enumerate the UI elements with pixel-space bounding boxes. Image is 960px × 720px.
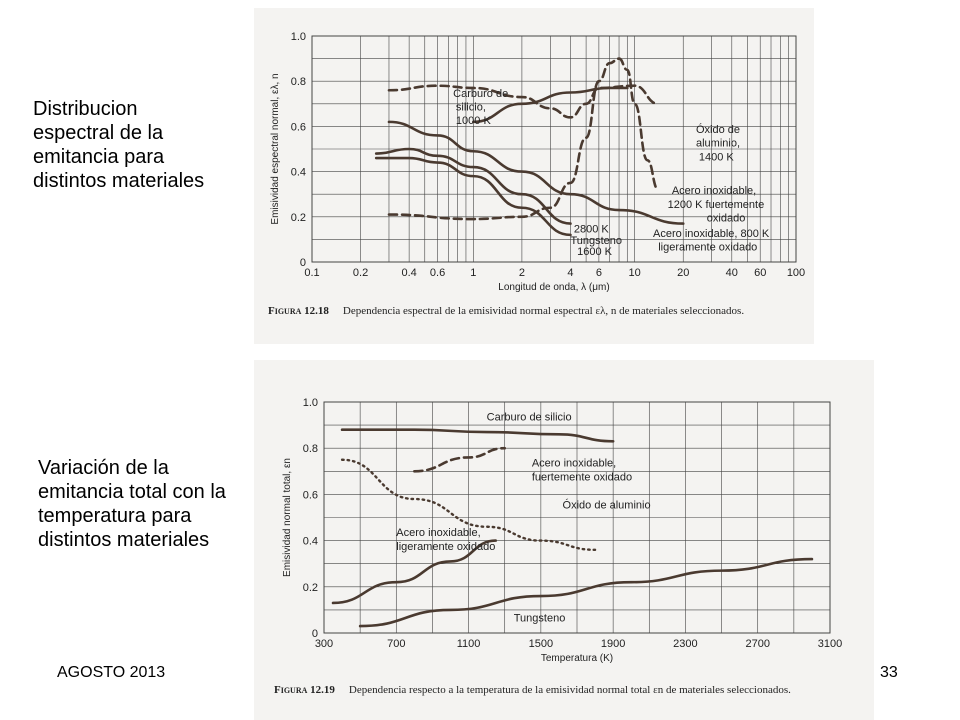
y-tick-label: 0.4 [291, 167, 306, 179]
footer-date: AGOSTO 2013 [57, 664, 166, 681]
series-annotation: Acero inoxidable, [396, 527, 480, 539]
y-tick-label: 0.6 [303, 489, 318, 501]
series-line-1-2 [340, 458, 597, 552]
figure-scan-spectral [254, 8, 814, 344]
x-tick-label: 2700 [745, 638, 769, 650]
x-tick-label: 1 [470, 267, 476, 279]
x-tick-label: 40 [726, 267, 738, 279]
x-tick-label: 4 [567, 267, 573, 279]
series-annotation: Tungsteno [514, 612, 566, 624]
series-annotation: fuertemente oxidado [532, 472, 632, 484]
series-annotation: Tungsteno [570, 235, 622, 247]
series-annotation: aluminio, [696, 138, 740, 150]
x-tick-label: 0.1 [304, 267, 319, 279]
y-axis-label: Emisividad espectral normal, ελ, n [270, 73, 281, 224]
y-tick-label: 0.2 [303, 582, 318, 594]
figure-label: Figura 12.18 [268, 305, 329, 317]
series-annotation: 1200 K fuertemente [668, 199, 765, 211]
y-tick-label: 0 [312, 628, 318, 640]
y-tick-label: 0.4 [303, 536, 318, 548]
series-line-0-2 [387, 57, 660, 221]
figure-text: Dependencia espectral de la emisividad n… [342, 305, 745, 317]
x-tick-label: 20 [677, 267, 689, 279]
y-tick-label: 0.8 [303, 443, 318, 455]
chart-total-emissivity: 300 700 1100 1500 1900 2300 2700 3100 0 0.2 0.4 0.6… [282, 397, 842, 664]
series-line-1-4 [358, 557, 814, 628]
series-annotation: 1000 K [456, 115, 492, 127]
series-annotation: 1400 K [699, 151, 735, 163]
figure-caption-12-19: Figura 12.19 Dependencia respecto a la te… [274, 683, 834, 698]
series-line-0-3 [387, 120, 685, 225]
caption-total-emittance-vs-temperature: Variación de la emitancia total con la t… [38, 457, 226, 551]
x-tick-label: 1500 [529, 638, 553, 650]
series-annotation: Óxido de aluminio [563, 498, 651, 511]
series-annotation: Acero inoxidable, 800 K [653, 228, 770, 240]
y-tick-label: 1.0 [291, 31, 306, 43]
series-annotation: Óxido de [696, 123, 740, 136]
series-line-1-0 [340, 428, 615, 443]
series-annotation: ligeramente oxidado [396, 541, 495, 553]
x-tick-label: 300 [315, 638, 333, 650]
caption-spectral-distribution: Distribucion espectral de la emitancia p… [33, 98, 205, 192]
x-axis-label: Longitud de onda, λ (μm) [498, 282, 609, 293]
x-tick-label: 10 [629, 267, 641, 279]
x-tick-label: 1100 [457, 638, 481, 650]
series-annotation: ligeramente oxidado [658, 242, 757, 254]
series-annotation: 1600 K [577, 246, 613, 258]
figure-scan-temperature [254, 360, 874, 720]
series-annotation: Acero inoxidable, [532, 458, 616, 470]
x-tick-label: 2300 [673, 638, 697, 650]
y-tick-label: 1.0 [303, 397, 318, 409]
series-annotation: 2800 K [574, 224, 610, 236]
series-line-0-1 [387, 84, 660, 119]
x-tick-label: 1900 [601, 638, 625, 650]
series-line-0-5 [374, 156, 572, 237]
figure-caption-12-18: Figura 12.18 Dependencia espectral de la … [268, 304, 828, 319]
y-tick-label: 0.2 [291, 212, 306, 224]
x-tick-label: 700 [387, 638, 405, 650]
series-annotation: Carburo de [453, 88, 508, 100]
series-annotation: oxidado [707, 212, 746, 224]
x-tick-label: 0.6 [430, 267, 445, 279]
page-number: 33 [880, 664, 898, 681]
x-axis-label: Temperatura (K) [541, 653, 613, 664]
y-tick-label: 0.8 [291, 76, 306, 88]
series-line-1-1 [413, 446, 507, 473]
series-line-0-4 [374, 147, 572, 225]
x-tick-label: 6 [596, 267, 602, 279]
x-tick-label: 2 [519, 267, 525, 279]
figure-label: Figura 12.19 [274, 684, 335, 696]
chart-spectral-emissivity: 0.1 0.2 0.4 0.6 1 2 4 6 10 20 40 60 100 0 0.2 0.4 0.6 0.8… [270, 31, 805, 293]
y-tick-label: 0 [300, 257, 306, 269]
x-tick-label: 3100 [818, 638, 842, 650]
x-tick-label: 100 [787, 267, 805, 279]
series-annotation: Carburo de silicio [487, 411, 572, 423]
y-tick-label: 0.6 [291, 121, 306, 133]
x-tick-label: 0.4 [401, 267, 416, 279]
y-axis-label: Emisividad normal total, εn [282, 458, 293, 577]
x-tick-label: 60 [754, 267, 766, 279]
series-annotation: silicio, [456, 102, 486, 114]
figure-text: Dependencia respecto a la temperatura de… [348, 684, 791, 696]
x-tick-label: 0.2 [353, 267, 368, 279]
series-annotation: Acero inoxidable, [672, 185, 756, 197]
series-line-1-3 [331, 539, 497, 605]
